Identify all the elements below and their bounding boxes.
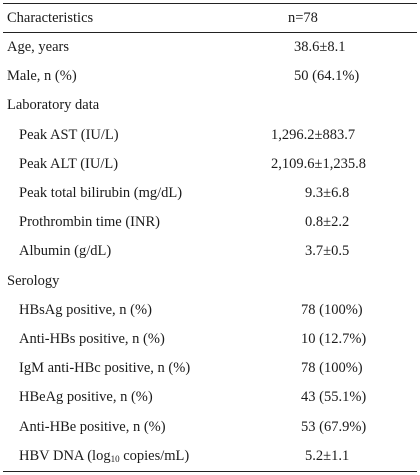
table-header-rule xyxy=(3,32,417,33)
row-label: Prothrombin time (INR) xyxy=(19,214,160,231)
header-n: n=78 xyxy=(288,9,318,26)
row-value: 3.7±0.5 xyxy=(305,243,350,260)
table-row-hbsag: HBsAg positive, n (%) 78 (100%) xyxy=(3,296,417,325)
table-row-male: Male, n (%) 50 (64.1%) xyxy=(3,62,417,91)
table-row-anti-hbs: Anti-HBs positive, n (%) 10 (12.7%) xyxy=(3,325,417,354)
row-label: Albumin (g/dL) xyxy=(19,243,112,260)
table-row-bilirubin: Peak total bilirubin (mg/dL) 9.3±6.8 xyxy=(3,179,417,208)
row-label: Age, years xyxy=(7,39,70,56)
table-top-rule xyxy=(3,3,417,4)
table-bottom-rule xyxy=(3,470,417,472)
table-row-peak-ast: Peak AST (IU/L) 1,296.2±883.7 xyxy=(3,121,417,150)
row-value: 53 (67.9%) xyxy=(301,418,367,435)
section-label: Laboratory data xyxy=(7,97,100,114)
row-value: 2,109.6±1,235.8 xyxy=(271,155,366,172)
row-label: HBsAg positive, n (%) xyxy=(19,301,152,318)
section-label: Serology xyxy=(7,272,60,289)
row-value: 9.3±6.8 xyxy=(305,185,350,202)
table-row-anti-hbe: Anti-HBe positive, n (%) 53 (67.9%) xyxy=(3,412,417,441)
row-label-pre: HBV DNA (log xyxy=(19,447,111,464)
row-value: 38.6±8.1 xyxy=(294,39,346,56)
table-row-albumin: Albumin (g/dL) 3.7±0.5 xyxy=(3,237,417,266)
row-value: 50 (64.1%) xyxy=(294,68,360,85)
table-row-hbeag: HBeAg positive, n (%) 43 (55.1%) xyxy=(3,383,417,412)
row-label: HBV DNA (log10 copies/mL) xyxy=(3,448,189,465)
table-row-igm-anti-hbc: IgM anti-HBc positive, n (%) 78 (100%) xyxy=(3,354,417,383)
row-value: 5.2±1.1 xyxy=(305,447,350,464)
row-value: 78 (100%) xyxy=(301,301,363,318)
row-value: 78 (100%) xyxy=(301,360,363,377)
table-section-laboratory: Laboratory data xyxy=(3,91,417,120)
header-characteristics: Characteristics xyxy=(7,9,94,26)
table-header-row: Characteristics n=78 xyxy=(3,4,417,32)
row-label-post: copies/mL) xyxy=(119,447,190,464)
row-label: Peak total bilirubin (mg/dL) xyxy=(19,185,183,202)
table-row-hbv-dna: HBV DNA (log10 copies/mL) 5.2±1.1 xyxy=(3,442,417,471)
row-value: 10 (12.7%) xyxy=(301,330,367,347)
row-label: HBeAg positive, n (%) xyxy=(19,389,153,406)
table-row-peak-alt: Peak ALT (IU/L) 2,109.6±1,235.8 xyxy=(3,150,417,179)
row-label: Male, n (%) xyxy=(7,68,77,85)
row-label: IgM anti-HBc positive, n (%) xyxy=(19,360,191,377)
row-value: 1,296.2±883.7 xyxy=(271,126,356,143)
row-label: Peak ALT (IU/L) xyxy=(19,155,119,172)
row-label: Peak AST (IU/L) xyxy=(19,126,119,143)
row-label: Anti-HBe positive, n (%) xyxy=(19,418,166,435)
row-value: 0.8±2.2 xyxy=(305,214,350,231)
row-label: Anti-HBs positive, n (%) xyxy=(19,330,165,347)
table-row-age: Age, years 38.6±8.1 xyxy=(3,33,417,62)
characteristics-table: Characteristics n=78 Age, years 38.6±8.1… xyxy=(3,3,417,472)
row-label-sub: 10 xyxy=(110,453,120,464)
table-row-prothrombin: Prothrombin time (INR) 0.8±2.2 xyxy=(3,208,417,237)
table-section-serology: Serology xyxy=(3,267,417,296)
row-value: 43 (55.1%) xyxy=(301,389,367,406)
